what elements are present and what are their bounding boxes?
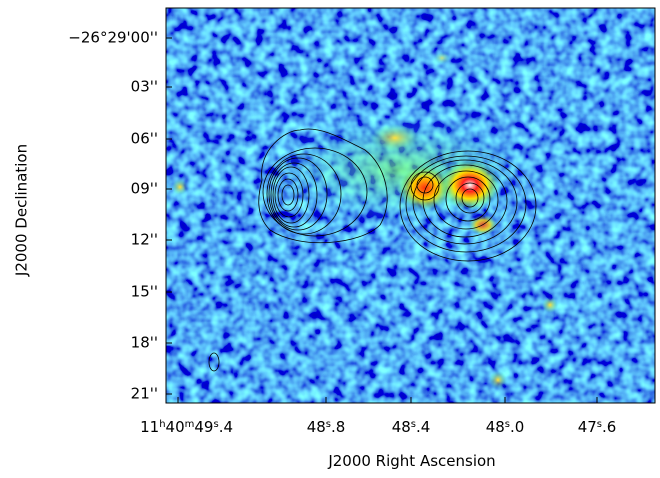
tick-text: 40: [166, 418, 185, 436]
tick-text: .0: [510, 418, 524, 436]
superscript: s: [411, 419, 416, 430]
superscript: s: [505, 419, 510, 430]
x-tick-label: 48s.4: [392, 418, 431, 436]
x-tick-label: 48s.0: [486, 418, 525, 436]
superscript: m: [185, 419, 195, 430]
superscript: h: [159, 419, 165, 430]
superscript: s: [597, 419, 602, 430]
y-tick-label: 12'': [131, 231, 158, 249]
contours: [208, 128, 537, 372]
superscript: s: [326, 419, 331, 430]
y-axis-label: J2000 Declination: [13, 144, 31, 277]
y-tick-label: 21'': [131, 385, 158, 403]
y-tick-label: 06'': [131, 130, 158, 148]
tick-text: 49: [194, 418, 213, 436]
superscript: s: [213, 419, 218, 430]
y-tick-label: 18'': [131, 334, 158, 352]
tick-text: 48: [392, 418, 411, 436]
x-tick-label: 48s.8: [307, 418, 346, 436]
y-tick-label: 15'': [131, 283, 158, 301]
tick-text: 48: [307, 418, 326, 436]
tick-text: 47: [578, 418, 597, 436]
tick-text: .6: [602, 418, 616, 436]
y-tick-label: −26°29'00'': [68, 29, 158, 47]
tick-text: .8: [331, 418, 345, 436]
x-tick-label: 47s.6: [578, 418, 617, 436]
sky-image: [166, 8, 655, 403]
tick-text: 11: [140, 418, 159, 436]
x-axis-label: J2000 Right Ascension: [327, 452, 495, 470]
tick-text: .4: [219, 418, 233, 436]
tick-text: 48: [486, 418, 505, 436]
y-tick-label: 09'': [131, 180, 158, 198]
tick-text: .4: [416, 418, 430, 436]
y-tick-label: 03'': [131, 78, 158, 96]
x-tick-label: 11h40m49s.4: [140, 418, 233, 436]
